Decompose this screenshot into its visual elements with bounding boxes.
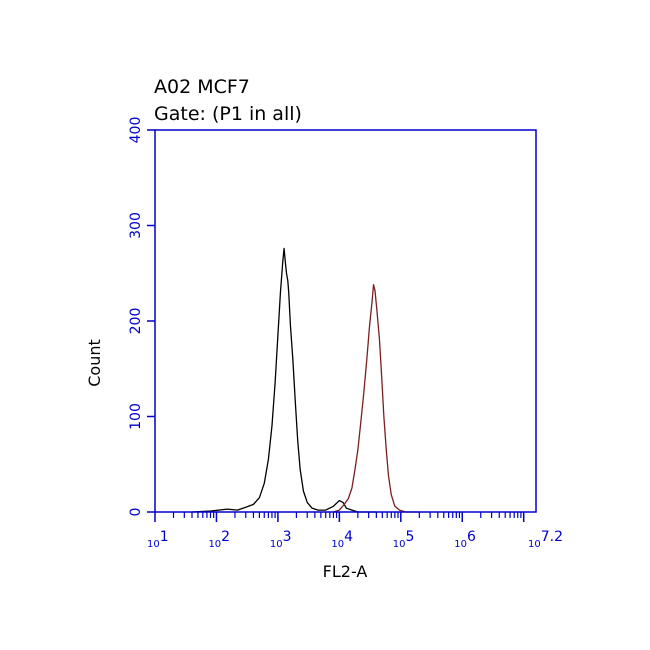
x-tick-base: 10 — [393, 539, 406, 550]
x-tick-label: 103 — [270, 529, 292, 550]
y-axis-title: Count — [85, 339, 104, 387]
data-series — [191, 247, 420, 513]
y-tick-label: 0 — [128, 508, 144, 517]
x-tick-base: 10 — [528, 539, 541, 550]
y-tick-label: 100 — [128, 403, 144, 430]
x-tick-exponent: 3 — [283, 529, 292, 545]
x-tick-exponent: 7.2 — [541, 529, 563, 545]
x-axis-title: FL2-A — [323, 562, 368, 581]
x-tick-labels: 101 102 103 104 105 106 107.2 — [147, 529, 563, 550]
x-tick-exponent: 5 — [406, 529, 415, 545]
y-tick-label: 300 — [128, 212, 144, 239]
x-tick-base: 10 — [147, 539, 160, 550]
axis-ticks — [147, 129, 525, 522]
x-tick-exponent: 1 — [160, 529, 169, 545]
x-tick-label: 107.2 — [528, 529, 563, 550]
x-tick-base: 10 — [454, 539, 467, 550]
histogram-series-2 — [333, 284, 420, 513]
plot-frame — [154, 129, 537, 513]
x-tick-label: 101 — [147, 529, 169, 550]
x-tick-exponent: 6 — [467, 529, 476, 545]
x-tick-base: 10 — [208, 539, 221, 550]
x-tick-label: 106 — [454, 529, 476, 550]
chart-title-line-1: A02 MCF7 — [154, 76, 250, 98]
x-tick-label: 104 — [331, 529, 353, 550]
x-tick-label: 102 — [208, 529, 230, 550]
x-tick-label: 105 — [393, 529, 415, 550]
x-tick-base: 10 — [270, 539, 283, 550]
y-tick-label: 200 — [128, 308, 144, 335]
histogram-series-1 — [191, 247, 377, 513]
x-tick-base: 10 — [331, 539, 344, 550]
x-tick-exponent: 4 — [344, 529, 353, 545]
y-tick-labels: 0 100 200 300 400 — [128, 117, 144, 517]
chart-title-line-2: Gate: (P1 in all) — [154, 103, 302, 125]
y-tick-label: 400 — [128, 117, 144, 144]
x-tick-exponent: 2 — [221, 529, 230, 545]
